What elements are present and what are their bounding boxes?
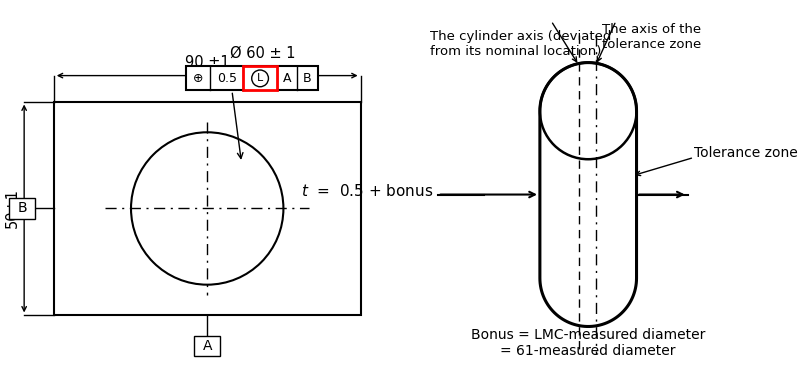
- Text: 0.5: 0.5: [217, 72, 237, 85]
- Text: B: B: [303, 72, 311, 85]
- Text: Tolerance zone: Tolerance zone: [694, 146, 798, 160]
- Bar: [186, 66, 318, 90]
- Text: The axis of the
tolerance zone: The axis of the tolerance zone: [602, 23, 701, 51]
- Circle shape: [131, 132, 283, 285]
- Bar: [194, 336, 220, 356]
- Polygon shape: [540, 63, 637, 326]
- Bar: [244, 66, 277, 90]
- Circle shape: [252, 70, 269, 87]
- Text: $t$  =  0.5 + bonus: $t$ = 0.5 + bonus: [301, 183, 433, 199]
- Text: A: A: [202, 339, 212, 353]
- Text: A: A: [283, 72, 291, 85]
- Text: The cylinder axis (deviated
from its nominal location): The cylinder axis (deviated from its nom…: [430, 30, 612, 58]
- Text: B: B: [18, 201, 28, 216]
- Text: 90 ±1: 90 ±1: [185, 55, 230, 70]
- Bar: [9, 198, 36, 219]
- Text: ⊕: ⊕: [193, 72, 203, 85]
- Bar: [54, 102, 361, 315]
- Text: Bonus = LMC-measured diameter
= 61-measured diameter: Bonus = LMC-measured diameter = 61-measu…: [471, 328, 705, 358]
- Text: 50±1: 50±1: [5, 188, 19, 228]
- Text: Ø 60 ± 1: Ø 60 ± 1: [230, 46, 295, 61]
- Text: L: L: [257, 74, 263, 83]
